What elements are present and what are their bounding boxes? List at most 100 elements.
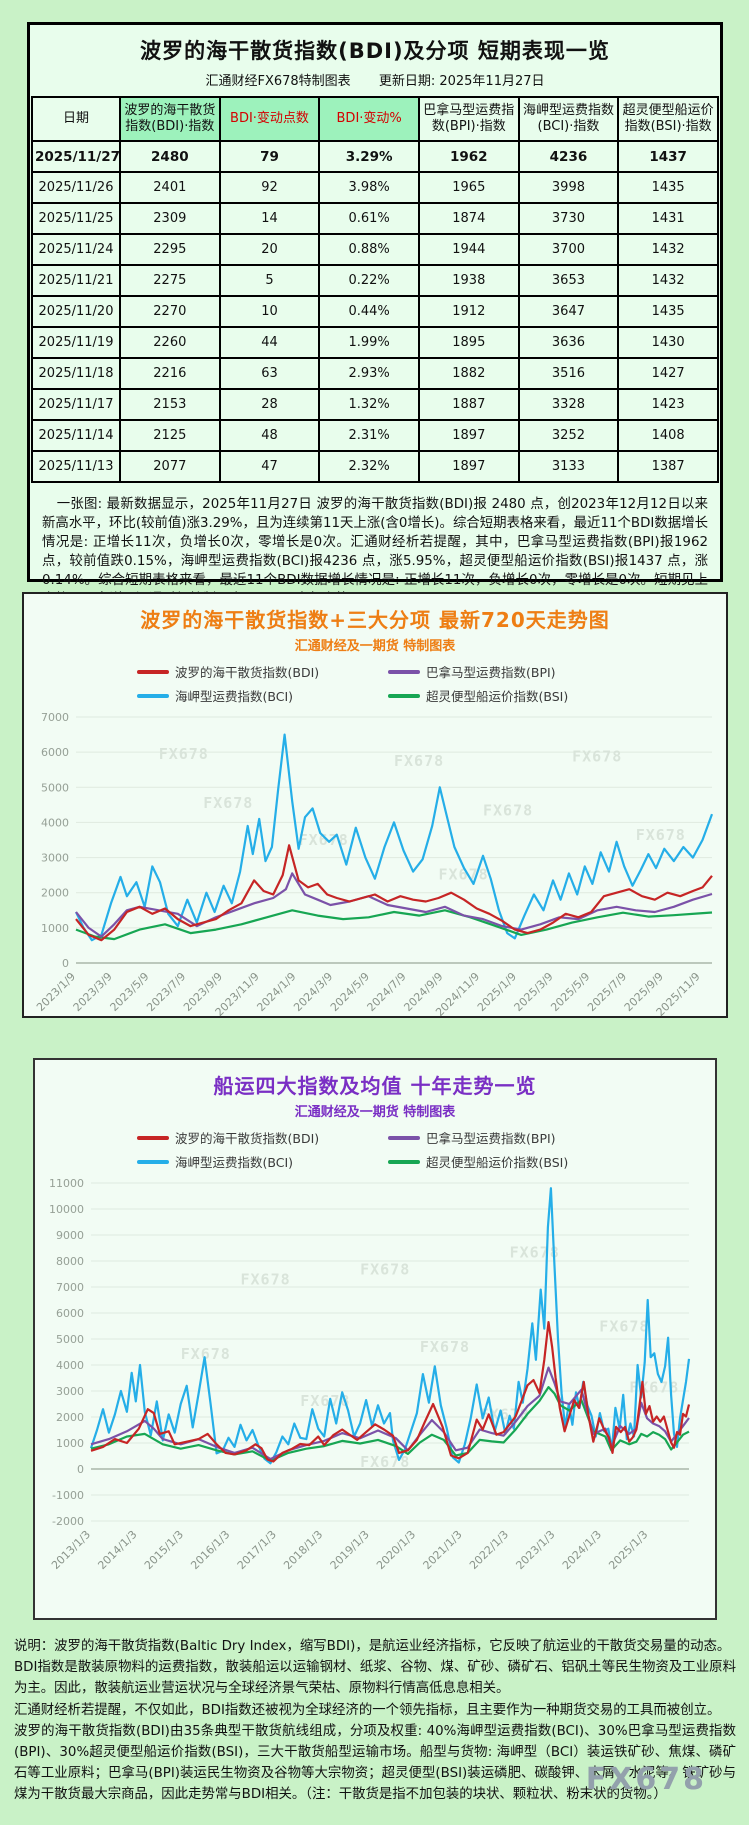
svg-text:2023/1/3: 2023/1/3 [513,1528,557,1572]
table-cell: 47 [218,450,321,483]
column-header: 日期 [31,96,121,142]
table-cell: 2025/11/21 [31,264,121,297]
legend-label: 超灵便型船运价指数(BSI) [426,689,569,704]
table-cell: 79 [218,140,321,173]
table-cell: 2309 [119,202,221,235]
table-cell: 3.29% [318,140,420,173]
svg-text:2023/1/9: 2023/1/9 [34,970,78,1014]
table-cell: 2295 [119,233,221,266]
table-row: 2025/11/18 2216 63 2.93% 1882 3516 1427 [31,357,719,390]
svg-text:2023/7/9: 2023/7/9 [144,970,188,1014]
column-header: BDI·变动点数 [218,96,321,142]
svg-text:3000: 3000 [56,1385,84,1398]
table-cell: 1912 [417,295,520,328]
table-cell: 2025/11/18 [31,357,121,390]
table-cell: 1962 [417,140,520,173]
svg-text:FX678: FX678 [300,1392,350,1410]
table-cell: 2077 [119,450,221,483]
table-row: 2025/11/27 2480 79 3.29% 1962 4236 1437 [31,140,719,173]
table-cell: 2025/11/14 [31,419,121,452]
table-row: 2025/11/24 2295 20 0.88% 1944 3700 1432 [31,233,719,266]
table-row: 2025/11/17 2153 28 1.32% 1887 3328 1423 [31,388,719,421]
table-cell: 2153 [119,388,221,421]
svg-text:FX678: FX678 [420,1338,470,1356]
column-header: 波罗的海干散货指数(BDI)·指数 [119,96,221,142]
legend-item: 波罗的海干散货指数(BDI) [137,1128,362,1147]
svg-text:2018/1/3: 2018/1/3 [281,1528,325,1572]
table-cell: 4236 [517,140,620,173]
legend-swatch [388,693,420,698]
table-cell: 3636 [517,326,620,359]
svg-text:2025/3/9: 2025/3/9 [512,970,556,1014]
table-cell: 3328 [517,388,620,421]
description-paragraph: 波罗的海干散货指数(BDI)由35条典型干散货航线组成，分项及权重: 40%海岬… [14,1723,736,1803]
svg-text:3000: 3000 [41,852,69,865]
svg-text:2024/1/3: 2024/1/3 [560,1528,604,1572]
table-source: 汇通财经FX678特制图表 [205,74,351,89]
table-cell: 2025/11/26 [31,171,121,204]
description-paragraph: BDI指数是散装原物料的运费指数，散装船运以运输钢材、纸浆、谷物、煤、矿砂、磷矿… [14,1660,736,1697]
table-title: 波罗的海干散货指数(BDI)及分项 短期表现一览 [140,39,610,63]
svg-text:2000: 2000 [56,1411,84,1424]
svg-text:FX678: FX678 [203,794,253,812]
table-cell: 1437 [617,140,719,173]
svg-text:5000: 5000 [56,1333,84,1346]
table-cell: 2025/11/19 [31,326,121,359]
svg-text:FX678: FX678 [159,745,209,763]
table-cell: 3252 [517,419,620,452]
chart-720day-panel: 波罗的海干散货指数+三大分项 最新720天走势图 汇通财经及一期货 特制图表 波… [22,592,728,1019]
svg-text:4000: 4000 [41,816,69,829]
legend-swatch [388,669,420,674]
table-cell: 2025/11/13 [31,450,121,483]
svg-text:2020/1/3: 2020/1/3 [374,1528,418,1572]
table-cell: 1938 [417,264,520,297]
table-cell: 1944 [417,233,520,266]
svg-text:2023/5/9: 2023/5/9 [107,970,151,1014]
svg-text:6000: 6000 [41,746,69,759]
column-header: 巴拿马型运费指数(BPI)·指数 [417,96,520,142]
table-cell: 2025/11/25 [31,202,121,235]
svg-text:FX678: FX678 [510,1243,560,1261]
table-cell: 0.22% [318,264,420,297]
table-cell: 14 [218,202,321,235]
table-cell: 1882 [417,357,520,390]
table-cell: 1430 [617,326,719,359]
svg-text:1000: 1000 [41,922,69,935]
svg-text:8000: 8000 [56,1255,84,1268]
table-cell: 92 [218,171,321,204]
chart-720day-subtitle: 汇通财经及一期货 特制图表 [294,639,456,654]
svg-text:2021/1/3: 2021/1/3 [421,1528,465,1572]
table-cell: 20 [218,233,321,266]
svg-text:6000: 6000 [56,1307,84,1320]
svg-text:2025/7/9: 2025/7/9 [585,970,629,1014]
svg-text:FX678: FX678 [572,747,622,765]
svg-text:2025/1/9: 2025/1/9 [475,970,519,1014]
svg-text:2000: 2000 [41,887,69,900]
table-cell: 1408 [617,419,719,452]
table-row: 2025/11/19 2260 44 1.99% 1895 3636 1430 [31,326,719,359]
svg-text:2025/5/9: 2025/5/9 [548,970,592,1014]
bdi-table: 日期 波罗的海干散货指数(BDI)·指数 BDI·变动点数 BDI·变动% 巴拿马型运费… [31,96,719,483]
table-row: 2025/11/20 2270 10 0.44% 1912 3647 1435 [31,295,719,328]
table-row: 2025/11/14 2125 48 2.31% 1897 3252 1408 [31,419,719,452]
svg-text:0: 0 [77,1463,84,1476]
legend-item: 超灵便型船运价指数(BSI) [388,1152,613,1171]
legend-swatch [137,1135,169,1140]
table-cell: 3516 [517,357,620,390]
svg-text:2024/3/9: 2024/3/9 [291,970,335,1014]
svg-text:1000: 1000 [56,1437,84,1450]
column-header: 海岬型运费指数(BCI)·指数 [517,96,620,142]
chart-10year-panel: 船运四大指数及均值 十年走势一览 汇通财经及一期货 特制图表 波罗的海干散货指数… [33,1058,717,1620]
table-cell: 63 [218,357,321,390]
svg-text:2024/5/9: 2024/5/9 [328,970,372,1014]
chart-10year-subtitle: 汇通财经及一期货 特制图表 [294,1105,456,1120]
table-cell: 1887 [417,388,520,421]
svg-text:9000: 9000 [56,1229,84,1242]
table-cell: 1423 [617,388,719,421]
svg-text:2017/1/3: 2017/1/3 [235,1528,279,1572]
legend-swatch [137,1159,169,1164]
svg-text:2024/7/9: 2024/7/9 [365,970,409,1014]
table-cell: 10 [218,295,321,328]
svg-text:2014/1/3: 2014/1/3 [95,1528,139,1572]
svg-text:FX678: FX678 [241,1270,291,1288]
